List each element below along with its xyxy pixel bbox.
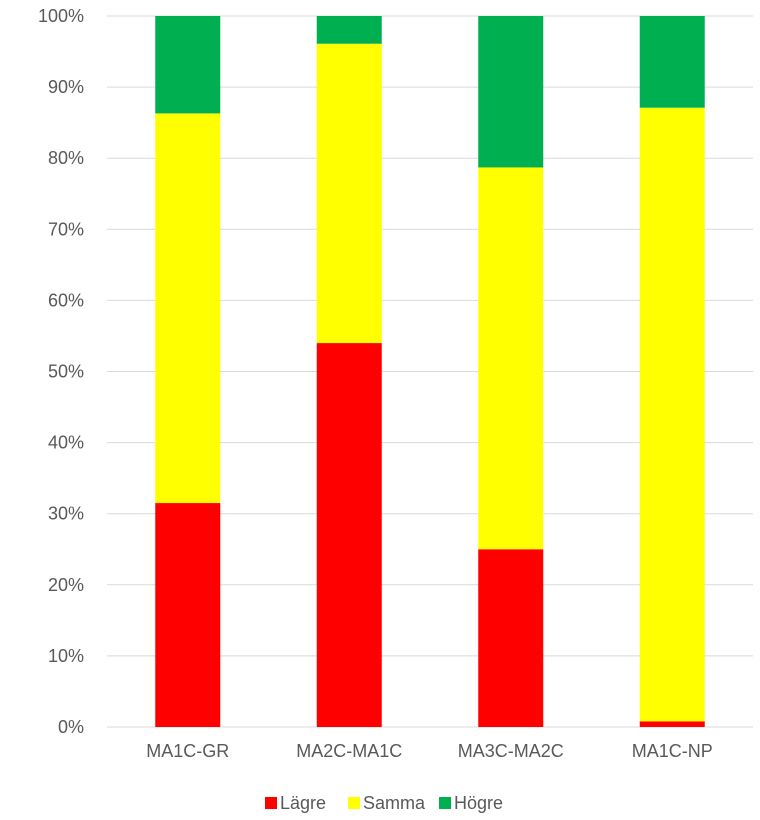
y-tick-label: 0% [58,717,84,737]
bar-segment-samma [478,167,544,550]
bar-segment-lägre [155,503,221,727]
x-category-label: MA1C-GR [146,741,229,761]
legend-swatch-samma [348,797,360,809]
y-tick-label: 40% [48,433,84,453]
bar-segment-högre [155,16,221,114]
legend: Lägre Samma Högre [265,793,503,813]
y-tick-label: 80% [48,148,84,168]
bar-segment-högre [316,16,382,44]
bar-segment-lägre [639,721,705,727]
x-category-label: MA1C-NP [632,741,713,761]
y-axis-tick-labels: 0% 10% 20% 30% 40% 50% 60% 70% 80% 90% 100% [38,6,84,737]
x-axis-category-labels: MA1C-GR MA2C-MA1C MA3C-MA2C MA1C-NP [146,741,713,761]
y-tick-label: 70% [48,219,84,239]
legend-swatch-lägre [265,797,277,809]
y-tick-label: 50% [48,362,84,382]
bar-segment-samma [639,107,705,722]
bar-segment-lägre [316,343,382,727]
y-tick-label: 100% [38,6,84,26]
bar-segment-samma [316,43,382,344]
bar-segment-lägre [478,549,544,727]
y-tick-label: 30% [48,504,84,524]
x-category-label: MA2C-MA1C [296,741,402,761]
bar-segment-högre [639,16,705,108]
legend-swatch-högre [439,797,451,809]
y-tick-label: 90% [48,77,84,97]
legend-label: Samma [363,793,426,813]
legend-label: Högre [454,793,503,813]
y-tick-label: 60% [48,290,84,310]
y-tick-label: 10% [48,646,84,666]
bars [155,16,705,727]
x-category-label: MA3C-MA2C [458,741,564,761]
bar-segment-samma [155,113,221,504]
bar-segment-högre [478,16,544,168]
y-tick-label: 20% [48,575,84,595]
legend-label: Lägre [280,793,326,813]
